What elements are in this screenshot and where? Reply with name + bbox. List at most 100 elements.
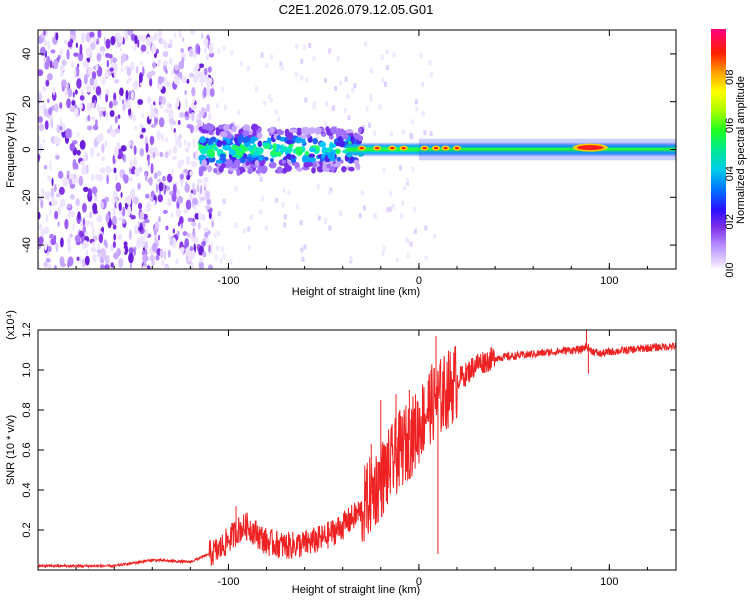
band-cell — [241, 145, 247, 152]
band-cell — [206, 148, 215, 157]
noise-cell — [152, 151, 156, 159]
noise-cell — [39, 143, 43, 154]
amplitude-blip — [359, 146, 364, 150]
noise-cell — [186, 124, 192, 129]
noise-cell — [200, 77, 204, 87]
noise-cell — [353, 83, 357, 89]
noise-cell — [90, 174, 95, 182]
noise-cell — [130, 91, 135, 100]
noise-cell — [85, 84, 92, 93]
noise-cell — [178, 112, 185, 118]
noise-cell — [146, 50, 149, 55]
noise-cell — [167, 249, 171, 258]
noise-cell — [208, 211, 212, 220]
noise-cell — [186, 78, 190, 84]
noise-cell — [136, 238, 141, 249]
noise-cell — [175, 208, 182, 218]
noise-cell — [110, 35, 116, 46]
noise-cell — [59, 64, 65, 72]
noise-cell — [196, 119, 202, 124]
band-cell — [213, 146, 219, 152]
noise-cell — [141, 265, 148, 269]
noise-cell — [222, 253, 226, 259]
noise-cell — [38, 261, 41, 268]
noise-cell — [49, 60, 53, 69]
noise-cell — [170, 212, 174, 218]
noise-cell — [174, 64, 179, 71]
band-cell — [275, 151, 282, 157]
noise-cell — [148, 114, 152, 120]
noise-cell — [131, 140, 134, 149]
noise-cell — [43, 39, 48, 46]
noise-cell — [90, 116, 96, 121]
noise-cell — [247, 226, 251, 232]
noise-cell — [74, 234, 81, 243]
noise-cell — [157, 75, 163, 85]
noise-cell — [269, 97, 273, 103]
noise-cell — [129, 159, 133, 170]
noise-cell — [283, 214, 287, 220]
noise-cell — [221, 86, 225, 92]
noise-cell — [134, 167, 141, 177]
noise-cell — [77, 132, 80, 138]
noise-cell — [328, 48, 332, 54]
noise-cell — [80, 32, 86, 44]
noise-cell — [198, 110, 202, 120]
band-cell — [248, 166, 254, 174]
noise-cell — [202, 72, 209, 83]
noise-cell — [211, 83, 215, 90]
noise-cell — [159, 151, 164, 158]
noise-cell — [192, 188, 197, 196]
noise-cell — [166, 173, 173, 183]
band-cell — [336, 156, 341, 162]
band-cell — [257, 140, 263, 148]
band-cell — [296, 167, 303, 172]
noise-cell — [50, 49, 56, 54]
noise-cell — [110, 128, 115, 137]
spectrogram-axes: -100 0 100 -40 -20 0 20 40 — [21, 30, 676, 287]
noise-cell — [184, 111, 189, 117]
noise-cell — [402, 185, 406, 191]
noise-cell — [100, 201, 104, 209]
noise-cell — [328, 190, 332, 196]
noise-cell — [190, 160, 197, 168]
y-tick-label: 40 — [21, 48, 33, 60]
noise-cell — [207, 66, 212, 73]
noise-cell — [130, 61, 135, 71]
noise-cell — [391, 203, 395, 209]
noise-cell — [158, 117, 165, 128]
noise-cell — [167, 198, 172, 207]
band-cell — [276, 135, 282, 141]
noise-cell — [145, 142, 149, 153]
noise-cell — [300, 58, 304, 64]
noise-cell — [339, 80, 343, 86]
narrow-line-core — [346, 148, 676, 151]
noise-cell — [123, 241, 128, 247]
noise-cell — [197, 222, 201, 230]
noise-cell — [192, 97, 195, 104]
band-cell — [255, 169, 261, 174]
noise-cell — [89, 31, 95, 38]
band-cell — [326, 163, 332, 169]
noise-cell — [92, 226, 95, 237]
band-cell — [199, 136, 207, 144]
noise-cell — [203, 182, 207, 189]
noise-cell — [190, 249, 196, 259]
noise-cell — [132, 114, 137, 122]
noise-cell — [85, 47, 91, 56]
noise-cell — [99, 167, 106, 174]
noise-cell — [97, 243, 100, 252]
noise-cell — [157, 235, 161, 241]
noise-cell — [133, 247, 136, 256]
noise-cell — [158, 95, 163, 103]
noise-cell — [157, 178, 162, 183]
noise-cell — [329, 187, 333, 193]
noise-cell — [118, 202, 122, 211]
noise-cell — [172, 237, 177, 249]
noise-cell — [56, 123, 61, 134]
noise-cell — [216, 103, 220, 109]
noise-cell — [73, 52, 79, 57]
band-cell — [269, 126, 275, 134]
noise-cell — [63, 39, 69, 45]
noise-cell — [90, 147, 95, 158]
